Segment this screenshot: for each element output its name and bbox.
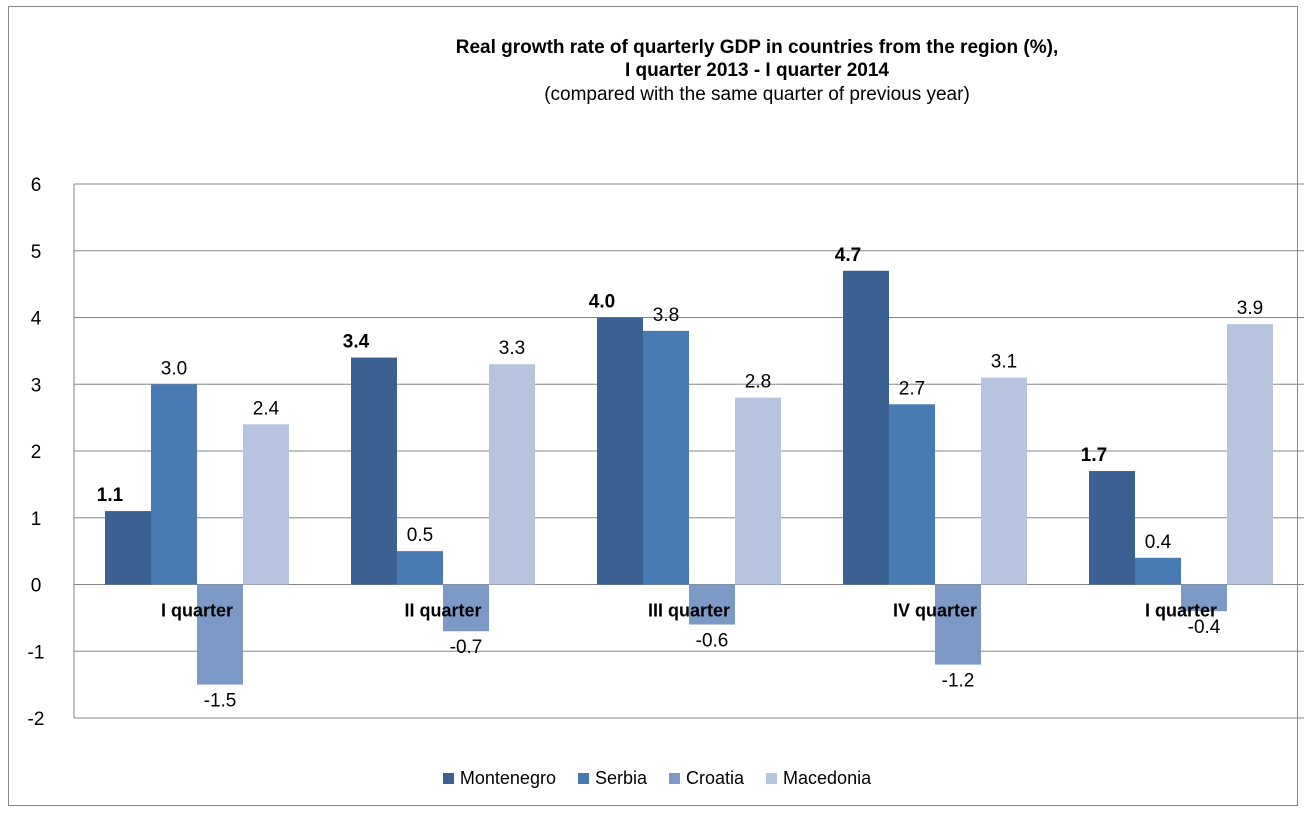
data-label-montenegro: 1.7 xyxy=(1081,445,1107,466)
data-label-montenegro: 4.0 xyxy=(589,292,615,313)
legend-swatch xyxy=(577,773,589,784)
data-label-croatia: -1.5 xyxy=(204,691,237,712)
chart-title-line1: Real growth rate of quarterly GDP in cou… xyxy=(455,37,1059,58)
data-label-montenegro: 1.1 xyxy=(97,485,124,506)
data-label-montenegro: 3.4 xyxy=(343,332,370,353)
bar-montenegro xyxy=(351,357,397,585)
data-label-croatia: -1.2 xyxy=(942,671,975,692)
legend-label: Croatia xyxy=(686,768,745,788)
data-label-croatia: -0.6 xyxy=(696,631,729,652)
x-tick-label: III quarter xyxy=(648,601,730,621)
y-tick-label: 4 xyxy=(31,309,42,330)
y-tick-label: 2 xyxy=(31,442,42,463)
bar-montenegro xyxy=(843,270,889,585)
bar-serbia xyxy=(151,384,197,585)
data-label-macedonia: 3.3 xyxy=(499,338,525,359)
bar-montenegro xyxy=(1089,471,1135,585)
bar-serbia xyxy=(397,551,443,585)
bar-serbia xyxy=(643,330,689,585)
legend-swatch xyxy=(766,773,778,784)
chart-subtitle: (compared with the same quarter of previ… xyxy=(544,84,970,105)
data-label-montenegro: 4.7 xyxy=(835,245,861,266)
bar-macedonia xyxy=(981,377,1027,585)
bar-croatia xyxy=(443,584,489,632)
bar-macedonia xyxy=(489,364,535,585)
data-label-serbia: 0.5 xyxy=(407,525,433,546)
y-tick-label: -2 xyxy=(28,709,45,730)
bar-croatia xyxy=(935,584,981,665)
legend-swatch xyxy=(669,773,680,784)
x-tick-label: II quarter xyxy=(404,601,481,621)
x-tick-label: I quarter xyxy=(1145,601,1217,621)
data-label-serbia: 3.0 xyxy=(161,358,187,379)
bar-macedonia xyxy=(243,424,289,585)
bar-serbia xyxy=(889,404,935,585)
legend-label: Montenegro xyxy=(459,768,556,788)
data-label-serbia: 2.7 xyxy=(899,378,925,399)
bar-serbia xyxy=(1135,557,1181,585)
data-label-macedonia: 3.9 xyxy=(1237,298,1263,319)
y-tick-label: 5 xyxy=(31,242,42,263)
chart-title: Real growth rate of quarterly GDP in cou… xyxy=(0,36,1304,108)
data-label-serbia: 3.8 xyxy=(653,305,679,326)
bar-macedonia xyxy=(735,397,781,585)
data-label-croatia: -0.7 xyxy=(450,637,483,658)
data-label-serbia: 0.4 xyxy=(1145,532,1172,553)
chart-legend: Montenegro Serbia Croatia Macedonia xyxy=(0,768,1304,789)
legend-label: Macedonia xyxy=(783,768,872,788)
bar-croatia xyxy=(689,584,735,625)
bar-macedonia xyxy=(1227,324,1273,585)
legend-swatch xyxy=(442,773,454,784)
y-tick-label: 6 xyxy=(31,175,42,196)
bar-montenegro xyxy=(597,317,643,585)
bar-montenegro xyxy=(105,511,151,585)
y-tick-label: 3 xyxy=(31,375,42,396)
y-tick-label: 1 xyxy=(31,509,42,530)
data-label-macedonia: 3.1 xyxy=(991,352,1017,373)
bar-croatia xyxy=(1181,584,1227,612)
data-label-macedonia: 2.8 xyxy=(745,372,771,393)
legend-item-macedonia: Macedonia xyxy=(766,768,871,789)
data-label-macedonia: 2.4 xyxy=(253,398,280,419)
y-tick-label: -1 xyxy=(28,642,45,663)
legend-item-serbia: Serbia xyxy=(577,768,647,789)
legend-item-montenegro: Montenegro xyxy=(442,768,556,789)
chart-title-line2: I quarter 2013 - I quarter 2014 xyxy=(624,60,889,81)
legend-item-croatia: Croatia xyxy=(669,768,744,789)
x-tick-label: IV quarter xyxy=(893,601,977,621)
legend-label: Serbia xyxy=(594,768,647,788)
data-label-croatia: -0.4 xyxy=(1188,617,1221,638)
y-tick-label: 0 xyxy=(31,576,42,597)
bar-croatia xyxy=(197,584,243,685)
x-tick-label: I quarter xyxy=(161,601,233,621)
